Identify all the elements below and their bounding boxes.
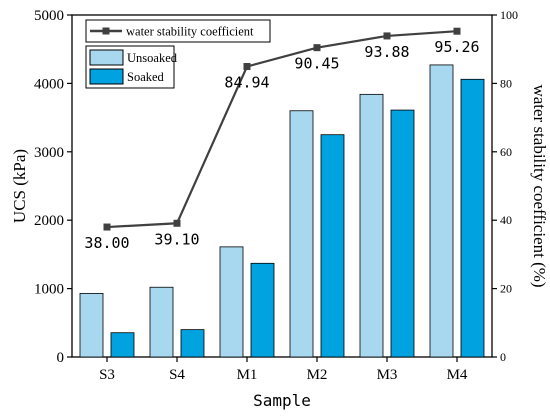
stability-marker-m1: [243, 63, 251, 71]
stability-marker-m4: [453, 27, 461, 35]
stability-marker-s4: [173, 219, 181, 227]
line-legend-marker: [102, 27, 110, 35]
stability-marker-m2: [313, 44, 321, 52]
soaked-legend-swatch: [89, 68, 124, 85]
unsoaked-bar-m1: [219, 246, 244, 358]
stability-data-label-s4: 39.10: [154, 230, 199, 248]
unsoaked-legend-label: Unsoaked: [127, 51, 178, 65]
unsoaked-bar-s3: [79, 292, 104, 358]
unsoaked-bar-s4: [149, 286, 174, 358]
stability-data-label-m3: 93.88: [364, 43, 409, 61]
unsoaked-bar-m4: [429, 64, 454, 358]
y2-tick-label: 0: [500, 350, 506, 364]
line-layer: 38.00 39.10 84.94 90.45 93.88 95.26: [84, 27, 480, 252]
soaked-bar-m2: [320, 134, 345, 358]
soaked-bar-m3: [390, 109, 415, 358]
stability-marker-m3: [383, 32, 391, 40]
plot-frame: [71, 14, 493, 358]
stability-data-label-s3: 38.00: [84, 234, 129, 252]
unsoaked-legend-swatch: [89, 49, 124, 66]
y-tick-label: 1000: [34, 282, 64, 298]
unsoaked-bar-m3: [359, 93, 384, 358]
stability-data-label-m1: 84.94: [224, 74, 269, 92]
x-tick-label: S3: [99, 367, 115, 383]
soaked-bar-s3: [110, 332, 135, 358]
y2-tick-label: 100: [500, 8, 518, 22]
soaked-bar-m1: [250, 262, 275, 358]
soaked-bar-m4: [460, 78, 485, 358]
bars-layer: [79, 64, 485, 358]
x-tick-label: M1: [237, 367, 258, 383]
y2-axis-title: water stability coefficient (%): [530, 84, 549, 287]
y-axis-title: UCS (kPa): [10, 149, 29, 223]
y-tick-label: 2000: [34, 213, 64, 229]
x-tick-label: M3: [377, 367, 398, 383]
stability-data-label-m2: 90.45: [294, 55, 339, 73]
bar-legend: Unsoaked Soaked: [85, 45, 178, 89]
y2-tick-label: 40: [500, 213, 512, 227]
y-tick-label: 5000: [34, 8, 64, 24]
unsoaked-bar-m2: [289, 110, 314, 358]
x-tick-label: M4: [447, 367, 468, 383]
y-tick-label: 0: [57, 350, 65, 366]
line-legend-box: [85, 19, 271, 43]
y-tick-label: 3000: [34, 145, 64, 161]
stability-data-label-m4: 95.26: [434, 38, 479, 56]
y2-tick-label: 20: [500, 282, 512, 296]
soaked-legend-label: Soaked: [127, 70, 165, 84]
soaked-bar-s4: [180, 329, 205, 358]
x-tick-label: M2: [307, 367, 328, 383]
ticks-layer: 0 1000 2000 3000 4000 5000 0 20 40 60 80 100 S3 S4 M1 M…: [34, 8, 518, 383]
x-tick-label: S4: [169, 367, 185, 383]
line-legend: water stability coefficient: [85, 19, 271, 43]
stability-marker-s3: [103, 223, 111, 231]
y2-tick-label: 60: [500, 145, 512, 159]
stability-line: [106, 30, 458, 229]
y-tick-label: 4000: [34, 76, 64, 92]
y2-tick-label: 80: [500, 76, 512, 90]
line-legend-label: water stability coefficient: [126, 25, 254, 39]
x-axis-title: Sample: [253, 391, 311, 410]
